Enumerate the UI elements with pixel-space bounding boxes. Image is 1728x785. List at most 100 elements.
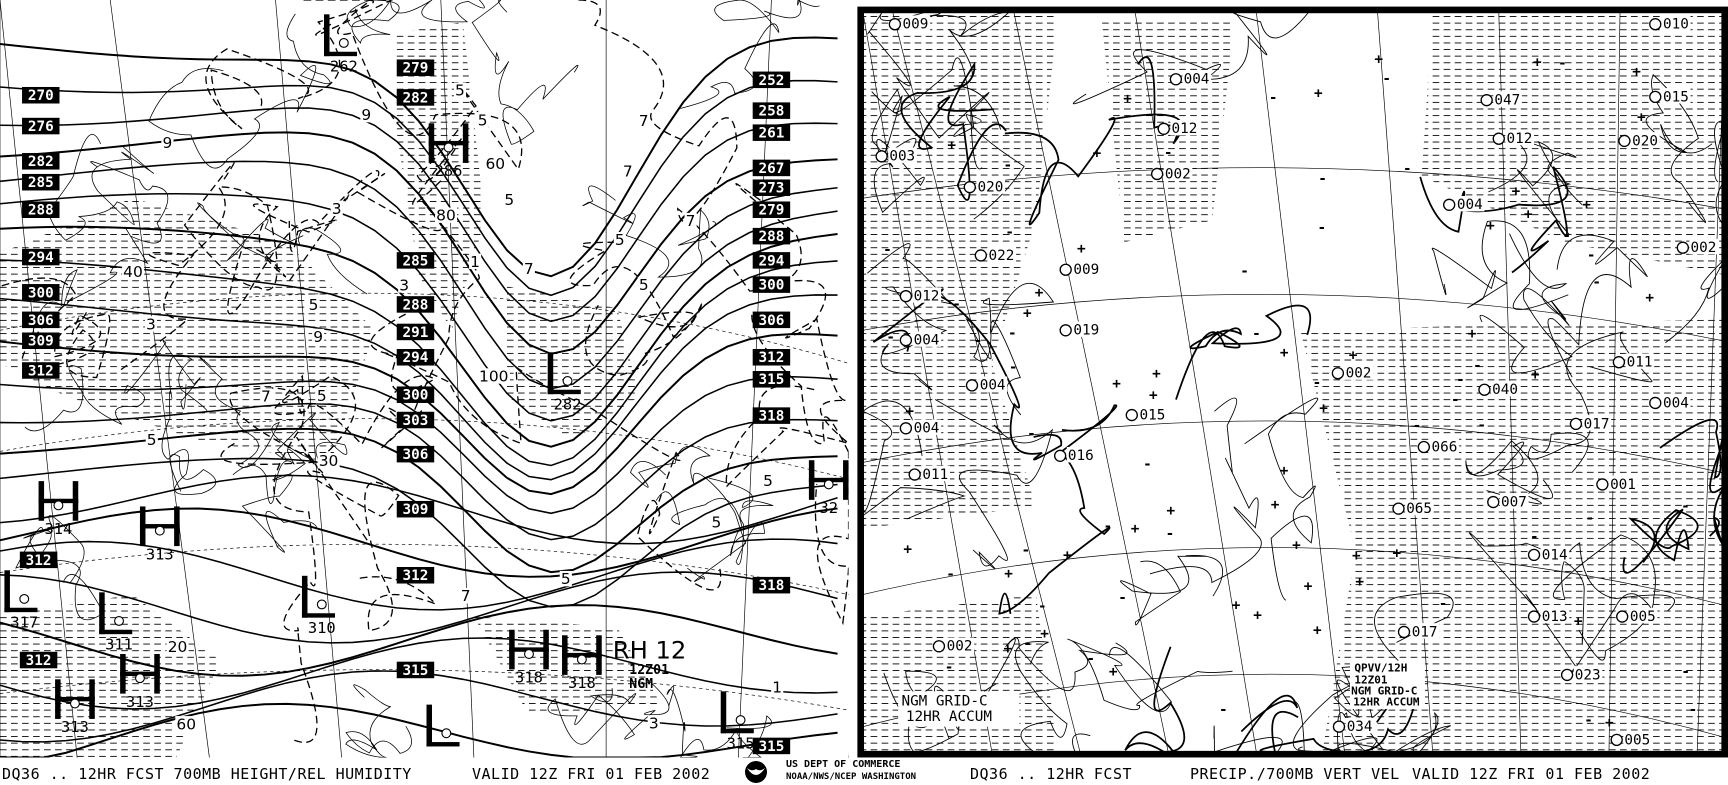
contour-label: 7 [461, 587, 471, 605]
height-label: 288 [28, 203, 54, 219]
vertical-velocity-contour [1244, 397, 1319, 601]
precip-max: 002 [932, 637, 975, 655]
precip-center-icon [1417, 440, 1431, 454]
height-contour [0, 160, 838, 390]
center-x-icon [576, 654, 587, 665]
contour-label: 9 [162, 134, 172, 152]
precip-center-icon [1492, 132, 1505, 145]
contour-label: 3 [332, 200, 342, 218]
minus-sign: - [1318, 220, 1327, 236]
vertical-velocity-contour [1297, 711, 1452, 752]
precip-max: 007 [1487, 493, 1529, 510]
height-contour [0, 538, 838, 611]
minus-sign: - [1585, 511, 1594, 527]
precip-center-icon [1059, 263, 1072, 276]
center-value: 313 [126, 693, 154, 711]
right-field-title: PRECIP./700MB VERT VEL [1190, 765, 1400, 783]
minus-sign: - [1164, 145, 1173, 161]
plus-sign: + [1486, 218, 1495, 234]
minus-sign: - [1530, 529, 1539, 545]
high-pressure-center: 313 [139, 506, 180, 563]
plus-sign: + [1374, 52, 1383, 68]
vertical-velocity-contour [1479, 233, 1573, 374]
minus-sign: - [1086, 651, 1095, 667]
plus-sign: + [1292, 538, 1301, 554]
height-label: 306 [28, 313, 54, 329]
precip-center-icon [1487, 495, 1500, 509]
minus-sign: - [1004, 157, 1013, 173]
contour-label: 5 [711, 513, 721, 531]
vertical-velocity-contour [1547, 234, 1648, 378]
plus-sign: + [1063, 548, 1072, 564]
meridian-line [1255, 12, 1345, 752]
vertical-velocity-contour [1553, 534, 1675, 661]
plus-sign: + [1109, 664, 1118, 680]
precip-center-icon [1053, 449, 1067, 462]
precip-hatched-area [1300, 319, 1726, 752]
boundary-line [471, 0, 579, 145]
height-contour [0, 294, 838, 481]
height-label-box [22, 332, 60, 350]
height-label-box [22, 248, 60, 266]
height-label-box [752, 252, 791, 269]
height-label: 300 [759, 278, 785, 294]
rh-contour [120, 162, 278, 371]
precip-value: 004 [980, 378, 1006, 394]
precip-max: 020 [963, 178, 1006, 196]
inset-label-line-2: 12Z01 [1354, 674, 1388, 687]
minus-sign: - [1166, 526, 1175, 542]
contour-label: 30 [319, 452, 339, 470]
vertical-velocity-contour [862, 400, 966, 534]
center-x-icon [19, 593, 30, 604]
precip-value: 040 [1492, 382, 1518, 398]
height-label-box [752, 576, 791, 594]
plus-sign: + [1123, 91, 1132, 107]
precip-max: 020 [1618, 132, 1660, 149]
grid-label-line-2: 12HR ACCUM [906, 709, 992, 725]
meridian-line [1696, 12, 1727, 752]
vertical-velocity-contour [1120, 554, 1223, 626]
precip-value: 004 [914, 421, 940, 437]
precip-value: 015 [1140, 407, 1166, 423]
minus-sign: - [1558, 55, 1567, 71]
noaa-logo-icon [745, 761, 767, 783]
height-label: 318 [759, 409, 785, 425]
boundary-line [24, 340, 201, 432]
precip-hatched-area [862, 12, 1058, 529]
minus-sign: - [1023, 636, 1032, 652]
parallel-line [0, 669, 849, 711]
minus-sign: - [1689, 702, 1698, 718]
precip-center-icon [1150, 167, 1164, 181]
minus-sign: - [946, 566, 955, 582]
precip-value: 015 [1663, 89, 1689, 105]
precip-value: 002 [947, 639, 973, 655]
precip-value: 004 [1457, 197, 1483, 213]
precip-value: 004 [1663, 395, 1689, 411]
contour-label: 5 [639, 276, 649, 294]
inset-label-line-3: NGM GRID-C [1351, 685, 1417, 698]
precip-center-icon [1618, 134, 1631, 148]
height-label: 309 [28, 334, 54, 350]
height-label: 282 [28, 154, 54, 170]
minus-sign: - [1269, 90, 1278, 106]
precip-center-icon [899, 334, 913, 347]
precip-max: 004 [1443, 195, 1485, 213]
precip-center-icon [1397, 625, 1411, 639]
precip-max: 017 [1569, 415, 1612, 432]
boundary-line [346, 0, 485, 44]
precip-max: 002 [1676, 238, 1719, 256]
height-label: 294 [403, 350, 429, 366]
precip-max: 015 [1649, 88, 1691, 105]
right-map-frame [857, 6, 1728, 758]
precip-max: 009 [1059, 260, 1101, 278]
precip-value: 020 [978, 180, 1004, 196]
precip-max: 004 [1649, 394, 1691, 411]
minus-sign: - [1584, 713, 1593, 729]
height-label: 312 [28, 363, 54, 379]
height-label-box [396, 661, 435, 679]
height-label-box [396, 349, 435, 366]
coastline [998, 404, 1118, 615]
height-label: 318 [759, 578, 785, 594]
height-label: 285 [403, 253, 429, 269]
precip-max: 015 [1125, 406, 1168, 423]
